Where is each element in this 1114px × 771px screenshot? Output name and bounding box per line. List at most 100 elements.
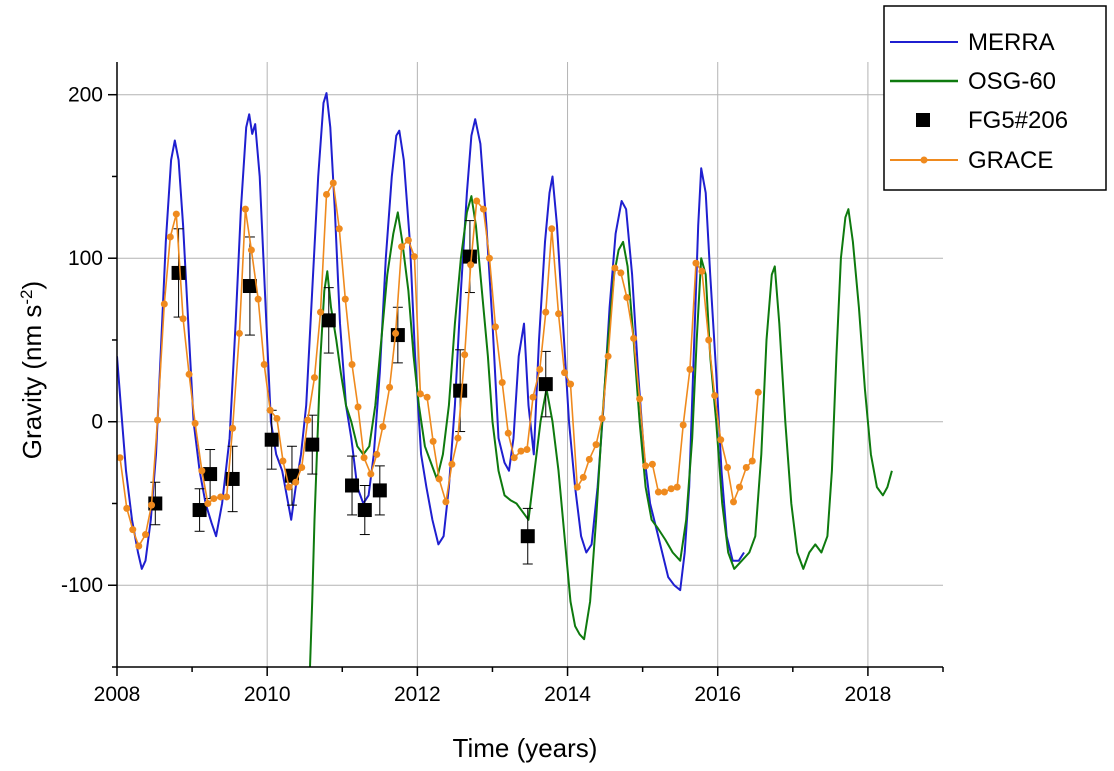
data-point-grace	[160, 300, 168, 308]
data-point-grace	[404, 236, 412, 244]
y-axis-title: Gravity (nm s-2)	[17, 281, 48, 459]
data-point-grace	[642, 462, 650, 470]
data-point-fg5-206	[321, 313, 336, 328]
data-point-grace	[354, 403, 362, 411]
data-point-grace	[279, 457, 287, 465]
data-point-grace	[191, 419, 199, 427]
data-point-grace	[667, 485, 675, 493]
data-point-grace	[123, 504, 131, 512]
data-point-fg5-206	[345, 478, 360, 493]
x-axis-title: Time (years)	[453, 733, 598, 763]
data-point-grace	[285, 483, 293, 491]
data-point-grace	[448, 460, 456, 468]
x-tick-label: 2012	[394, 683, 441, 706]
legend-label-fg5-206: FG5#206	[968, 107, 1068, 134]
series-line-merra	[117, 92, 745, 592]
data-point-grace	[360, 454, 368, 462]
data-point-grace	[292, 478, 300, 486]
data-point-grace	[717, 436, 725, 444]
data-point-fg5-206	[520, 529, 535, 544]
data-point-fg5-206	[357, 503, 372, 518]
data-point-grace	[754, 388, 762, 396]
data-point-grace	[423, 393, 431, 401]
series-merra	[117, 92, 745, 592]
data-point-fg5-206	[203, 467, 218, 482]
data-point-grace	[692, 259, 700, 267]
axes	[116, 62, 943, 668]
legend-label-osg-60: OSG-60	[968, 68, 1056, 95]
data-point-grace	[379, 423, 387, 431]
data-point-grace	[510, 454, 518, 462]
legend-item-merra: MERRA	[890, 29, 1055, 56]
y-axis-title-close: )	[17, 281, 47, 290]
data-point-grace	[247, 246, 255, 254]
data-point-grace	[235, 329, 243, 337]
data-point-grace	[686, 365, 694, 373]
data-point-grace	[429, 437, 437, 445]
plot-series	[117, 92, 893, 667]
data-point-grace	[748, 457, 756, 465]
grid-lines	[116, 62, 943, 667]
y-tick-label: 100	[68, 247, 103, 270]
data-point-fg5-206	[372, 483, 387, 498]
data-point-grace	[166, 233, 174, 241]
data-point-grace	[585, 455, 593, 463]
data-point-fg5-206	[538, 377, 553, 392]
legend-label-grace: GRACE	[968, 147, 1053, 174]
data-point-grace	[172, 210, 180, 218]
data-point-grace	[217, 493, 225, 501]
data-point-grace	[335, 225, 343, 233]
x-tick-label: 2010	[244, 683, 291, 706]
data-point-grace	[742, 464, 750, 472]
data-point-grace	[723, 464, 731, 472]
data-point-grace	[736, 483, 744, 491]
data-point-grace	[698, 267, 706, 275]
data-point-grace	[129, 526, 137, 534]
data-point-grace	[504, 429, 512, 437]
y-tick-label: -100	[61, 574, 103, 597]
x-tick-label: 2018	[845, 683, 892, 706]
data-point-grace	[392, 329, 400, 337]
data-point-grace	[592, 441, 600, 449]
data-point-grace	[316, 308, 324, 316]
data-point-grace	[729, 498, 737, 506]
data-point-grace	[185, 370, 193, 378]
data-point-grace	[567, 380, 575, 388]
tick-labels: 2008 2010 2012 2014 2016 2018 -100 0 100 200	[61, 84, 891, 706]
data-point-fg5-206	[242, 279, 257, 294]
data-point-grace	[229, 424, 237, 432]
data-point-grace	[598, 414, 606, 422]
legend-swatch-grace-marker	[920, 156, 928, 164]
data-point-grace	[555, 310, 563, 318]
legend-label-merra: MERRA	[968, 29, 1055, 56]
data-point-grace	[454, 434, 462, 442]
y-tick-label: 0	[91, 411, 103, 434]
data-point-grace	[529, 393, 537, 401]
data-point-grace	[154, 416, 162, 424]
data-point-grace	[198, 467, 206, 475]
data-point-grace	[579, 473, 587, 481]
data-point-grace	[517, 447, 525, 455]
data-point-grace	[210, 495, 218, 503]
data-point-fg5-206	[171, 265, 186, 280]
data-point-grace	[223, 493, 231, 501]
legend-swatch-fg5-206	[916, 113, 930, 127]
data-point-fg5-206	[462, 249, 477, 264]
data-point-fg5-206	[453, 383, 468, 398]
data-point-grace	[135, 542, 143, 550]
data-point-grace	[485, 254, 493, 262]
data-point-grace	[548, 225, 556, 233]
data-point-grace	[341, 295, 349, 303]
legend-item-fg5-206: FG5#206	[916, 107, 1068, 134]
data-point-grace	[636, 395, 644, 403]
data-point-grace	[573, 483, 581, 491]
data-point-grace	[561, 369, 569, 377]
data-point-grace	[323, 190, 331, 198]
data-point-grace	[617, 269, 625, 277]
data-point-grace	[673, 483, 681, 491]
y-tick-label: 200	[68, 84, 103, 107]
data-point-grace	[654, 488, 662, 496]
data-point-grace	[398, 243, 406, 251]
data-point-grace	[442, 498, 450, 506]
